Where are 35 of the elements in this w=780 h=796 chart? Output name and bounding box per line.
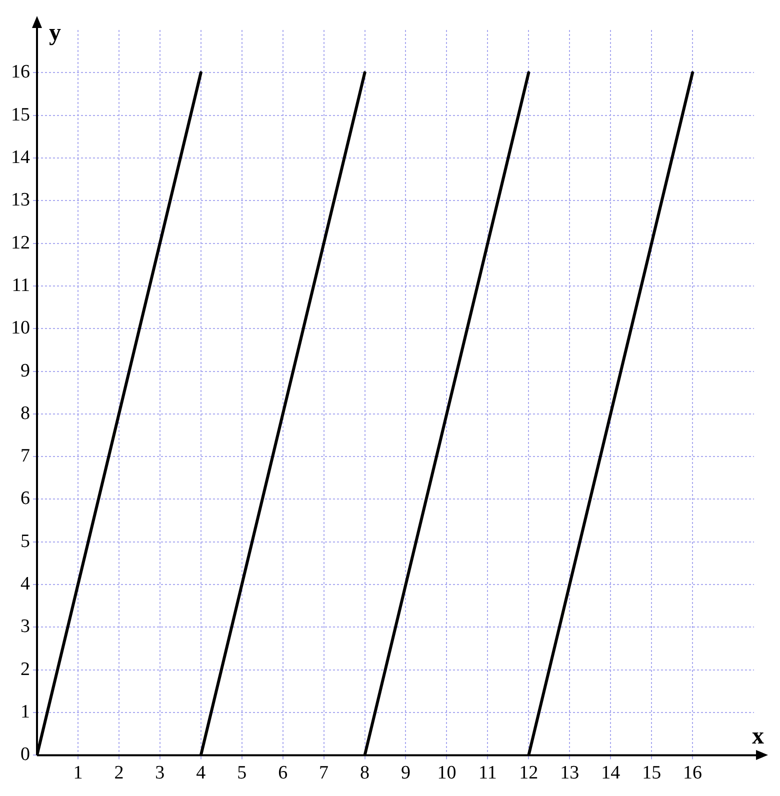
x-tick-label: 1: [73, 762, 83, 784]
x-tick-label: 14: [601, 762, 621, 784]
y-tick-label: 2: [20, 658, 30, 680]
x-tick-label: 12: [519, 762, 538, 784]
y-tick-label: 7: [20, 446, 30, 467]
x-tick-label: 8: [360, 762, 370, 784]
x-tick-label: 6: [278, 762, 288, 784]
x-tick-label: 4: [196, 762, 206, 784]
x-tick-label: 15: [642, 762, 662, 784]
x-tick-label: 16: [683, 762, 702, 784]
y-tick-label: 8: [20, 402, 30, 424]
x-tick-label: 2: [114, 762, 124, 784]
x-tick-label: 5: [237, 762, 247, 784]
y-tick-label: 3: [20, 616, 30, 638]
y-tick-label: 9: [20, 360, 30, 382]
y-tick-label: 0: [20, 744, 30, 766]
x-tick-label: 13: [560, 762, 580, 784]
y-tick-label: 5: [20, 530, 30, 552]
y-tick-label: 4: [20, 574, 30, 595]
y-tick-label: 11: [12, 274, 30, 296]
y-tick-label: 10: [11, 318, 30, 339]
x-tick-label: 7: [319, 762, 329, 784]
y-tick-label: 16: [11, 62, 30, 83]
y-tick-label: 14: [11, 146, 30, 168]
y-tick-label: 13: [11, 190, 30, 211]
y-tick-label: 1: [20, 702, 30, 723]
y-tick-label: 12: [11, 232, 30, 254]
x-tick-label: 9: [400, 762, 410, 784]
x-tick-label: 10: [437, 762, 456, 784]
x-axis-title: x: [752, 723, 764, 750]
y-tick-label: 15: [11, 104, 30, 126]
y-axis-title: y: [49, 20, 61, 46]
y-tick-label: 6: [20, 488, 30, 510]
x-tick-label: 11: [478, 762, 497, 784]
x-tick-label: 3: [155, 762, 165, 784]
